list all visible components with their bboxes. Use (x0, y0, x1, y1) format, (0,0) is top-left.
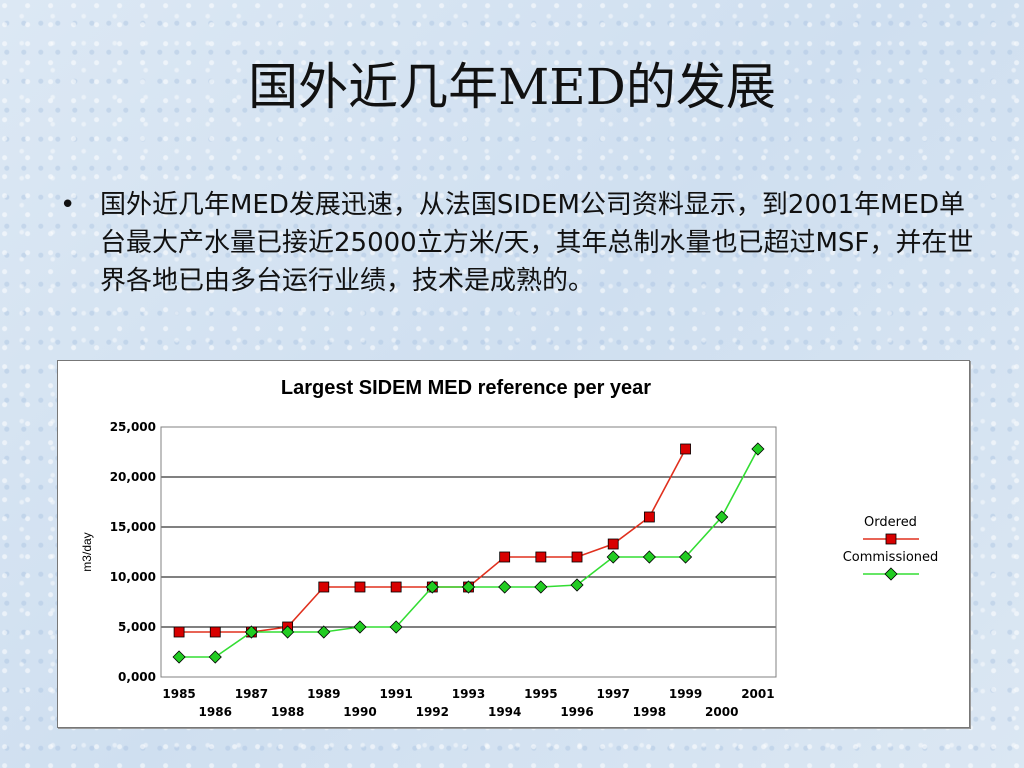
bullet-text: 国外近几年MED发展迅速，从法国SIDEM公司资料显示，到2001年MED单台最… (100, 190, 974, 296)
x-tick-label: 1989 (307, 687, 340, 701)
y-tick-label: 15,000 (110, 520, 156, 534)
y-tick-label: 5,000 (118, 620, 156, 634)
grid-layer (161, 426, 776, 678)
plot-area-frame (160, 426, 777, 678)
data-point-commissioned (534, 580, 548, 594)
data-point-ordered (535, 551, 547, 563)
data-point-ordered (680, 443, 691, 455)
series-commissioned (172, 442, 765, 664)
bullet-dot-icon: • (60, 190, 76, 220)
legend-swatch-ordered (862, 533, 919, 545)
data-point-commissioned (642, 550, 656, 564)
bullet-list: • 国外近几年MED发展迅速，从法国SIDEM公司资料显示，到2001年MED单… (60, 186, 990, 300)
x-tick-label: 1999 (669, 687, 702, 701)
data-point-ordered (354, 581, 366, 593)
x-tick-label: 1995 (524, 687, 557, 701)
series-line-commissioned (179, 448, 759, 658)
y-tick-labels: 0,000 5,000 10,000 15,000 20,000 25,000 (110, 420, 156, 684)
x-tick-label: 1998 (633, 705, 666, 719)
x-tick-label: 1994 (488, 705, 521, 719)
legend-swatch-commissioned (862, 567, 919, 581)
data-point-ordered (499, 551, 511, 563)
x-tick-label: 1991 (379, 687, 412, 701)
y-tick-label: 10,000 (110, 570, 156, 584)
legend: Ordered Commissioned (818, 515, 963, 585)
data-point-commissioned (498, 580, 512, 594)
x-tick-label: 1992 (416, 705, 449, 719)
y-tick-label: 25,000 (110, 420, 156, 434)
data-point-commissioned (678, 550, 693, 564)
data-point-commissioned (461, 580, 476, 594)
data-point-ordered (209, 626, 221, 638)
x-tick-label: 1993 (452, 687, 485, 701)
data-point-commissioned (208, 650, 222, 664)
data-point-commissioned (317, 625, 331, 639)
data-point-ordered (318, 581, 330, 593)
slide-title: 国外近几年MED的发展 (248, 58, 776, 116)
x-tick-label: 1988 (271, 705, 304, 719)
series-ordered (173, 443, 691, 638)
data-point-ordered (643, 511, 655, 523)
data-point-commissioned (751, 442, 765, 456)
data-point-commissioned (425, 580, 439, 594)
data-point-commissioned (606, 550, 620, 564)
data-point-commissioned (244, 625, 259, 639)
data-point-commissioned (570, 578, 584, 592)
chart-title: Largest SIDEM MED reference per year (280, 377, 652, 399)
x-tick-label: 1996 (560, 705, 593, 719)
data-point-ordered (571, 551, 583, 563)
x-tick-label: 1986 (199, 705, 232, 719)
legend-item-commissioned: Commissioned (818, 550, 963, 581)
data-point-commissioned (353, 620, 367, 634)
x-tick-label: 2000 (705, 705, 738, 719)
x-tick-label: 1987 (235, 687, 268, 701)
x-tick-label: 1990 (343, 705, 376, 719)
legend-label-commissioned: Commissioned (842, 550, 939, 565)
x-tick-label: 1997 (597, 687, 630, 701)
data-point-commissioned (715, 510, 729, 524)
series-layer (172, 442, 765, 664)
chart-panel: Largest SIDEM MED reference per year 0,0… (57, 360, 970, 728)
y-tick-label: 20,000 (110, 470, 156, 484)
bullet-item: • 国外近几年MED发展迅速，从法国SIDEM公司资料显示，到2001年MED单… (60, 186, 990, 300)
x-tick-label: 2001 (741, 687, 774, 701)
data-point-commissioned (389, 620, 403, 634)
data-point-commissioned (281, 625, 295, 639)
data-point-ordered (607, 538, 619, 550)
data-point-ordered (390, 581, 402, 593)
y-axis-label: m3/day (80, 532, 94, 571)
data-point-commissioned (172, 650, 186, 664)
legend-label-ordered: Ordered (864, 515, 917, 530)
y-tick-label: 0,000 (118, 670, 156, 684)
data-point-ordered (173, 626, 185, 638)
x-tick-label: 1985 (162, 687, 195, 701)
legend-item-ordered: Ordered (818, 515, 963, 546)
